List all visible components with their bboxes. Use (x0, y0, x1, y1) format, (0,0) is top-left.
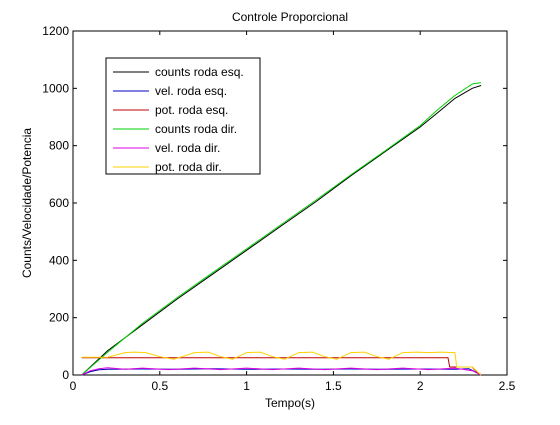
x-tick-label: 2 (417, 379, 424, 393)
legend-label: pot. roda dir. (155, 160, 222, 174)
legend-label: counts roda dir. (155, 122, 237, 136)
series-line (81, 85, 482, 376)
legend: counts roda esq. vel. roda esq. pot. roda … (105, 57, 261, 175)
ticks: 0 0.5 1 1.5 2 2.5 0 200 400 600 800 1000 1200 (42, 24, 515, 393)
x-tick-label: 0 (70, 379, 77, 393)
x-tick-label: 1 (243, 379, 250, 393)
legend-box (105, 57, 261, 175)
series-line (81, 351, 482, 376)
legend-label: counts roda esq. (155, 65, 244, 79)
y-tick-label: 0 (62, 368, 69, 382)
legend-label: vel. roda esq. (155, 84, 227, 98)
legend-label: vel. roda dir. (155, 141, 220, 155)
plot-area: 0 0.5 1 1.5 2 2.5 0 200 400 600 800 1000 1200 (42, 24, 515, 393)
x-tick-label: 0.5 (151, 379, 168, 393)
series-line (81, 367, 482, 376)
x-tick-label: 2.5 (499, 379, 516, 393)
y-tick-label: 1000 (42, 81, 69, 95)
y-tick-label: 600 (49, 196, 69, 210)
series-line (81, 82, 482, 376)
y-tick-label: 200 (49, 311, 69, 325)
x-tick-label: 1.5 (325, 379, 342, 393)
y-tick-label: 1200 (42, 24, 69, 38)
y-tick-label: 400 (49, 253, 69, 267)
chart-title: Controle Proporcional (232, 10, 348, 24)
y-axis-label: Counts/Velocidade/Potencia (20, 128, 34, 278)
legend-label: pot. roda esq. (155, 103, 228, 117)
y-tick-label: 800 (49, 139, 69, 153)
series-layer (81, 82, 482, 376)
x-axis-label: Tempo(s) (265, 396, 315, 410)
